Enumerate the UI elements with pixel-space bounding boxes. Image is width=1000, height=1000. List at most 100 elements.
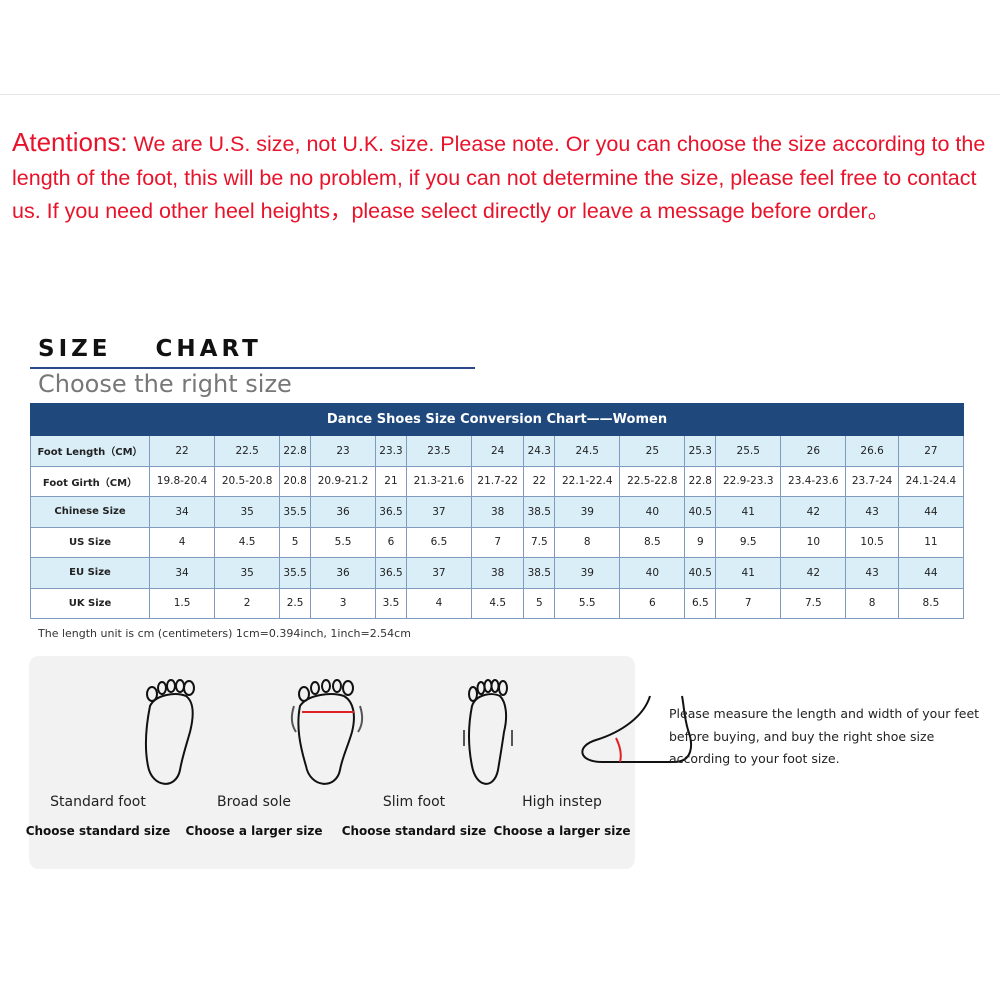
table-cell: 22.5 [214, 435, 281, 467]
table-cell: 6.5 [405, 526, 472, 558]
foot-type-advice: Choose standard size [341, 824, 487, 838]
table-cell: 44 [897, 557, 965, 589]
table-cell: 35 [214, 496, 281, 528]
table-cell: 22.9-23.3 [715, 465, 782, 497]
notice-text: We are U.S. size, not U.K. size. Please … [12, 132, 986, 223]
table-cell: 27 [897, 435, 965, 467]
table-row: EU Size 34 35 35.5 36 36.5 37 38 38.5 39 40 40.5 41 4… [30, 557, 965, 589]
table-cell: 6 [619, 587, 686, 619]
row-label: Chinese Size [30, 496, 150, 528]
table-cell: 26 [780, 435, 847, 467]
table-cell: 43 [845, 557, 899, 589]
table-cell: 4 [405, 587, 472, 619]
slim-foot-icon [463, 679, 513, 785]
table-cell: 25.3 [684, 435, 717, 467]
table-cell: 42 [780, 557, 847, 589]
table-cell: 20.5-20.8 [214, 465, 281, 497]
table-cell: 44 [897, 496, 965, 528]
unit-note: The length unit is cm (centimeters) 1cm=… [38, 627, 411, 640]
table-cell: 5.5 [309, 526, 377, 558]
table-cell: 2 [214, 587, 281, 619]
table-cell: 34 [148, 557, 216, 589]
table-cell: 11 [897, 526, 965, 558]
table-cell: 4.5 [470, 587, 525, 619]
table-cell: 38.5 [523, 557, 556, 589]
table-cell: 24.5 [554, 435, 621, 467]
table-cell: 10.5 [845, 526, 899, 558]
table-cell: 9.5 [715, 526, 782, 558]
table-cell: 23 [309, 435, 377, 467]
row-label: Foot Length（CM） [30, 435, 150, 467]
table-cell: 21.7-22 [470, 465, 525, 497]
table-cell: 23.7-24 [845, 465, 899, 497]
table-cell: 35.5 [279, 496, 311, 528]
table-cell: 19.8-20.4 [148, 465, 216, 497]
table-cell: 41 [715, 496, 782, 528]
row-label: UK Size [30, 587, 150, 619]
table-title: Dance Shoes Size Conversion Chart——Women [30, 403, 964, 436]
table-cell: 20.9-21.2 [309, 465, 377, 497]
table-cell: 9 [684, 526, 717, 558]
table-cell: 22.8 [279, 435, 311, 467]
table-cell: 24.3 [523, 435, 556, 467]
table-cell: 40 [619, 496, 686, 528]
table-cell: 35.5 [279, 557, 311, 589]
table-cell: 5 [279, 526, 311, 558]
title-rule [30, 367, 475, 369]
row-label: US Size [30, 526, 150, 558]
table-cell: 6 [375, 526, 407, 558]
foot-type-name: Standard foot [50, 794, 146, 810]
table-cell: 4 [148, 526, 216, 558]
table-cell: 2.5 [279, 587, 311, 619]
table-cell: 22 [523, 465, 556, 497]
table-cell: 22 [148, 435, 216, 467]
table-cell: 37 [405, 557, 472, 589]
size-chart-subtitle: Choose the right size [38, 370, 292, 398]
table-cell: 3.5 [375, 587, 407, 619]
notice-lead: Atentions: [12, 127, 128, 157]
size-conversion-table: Dance Shoes Size Conversion Chart——Women… [30, 403, 965, 619]
row-label: EU Size [30, 557, 150, 589]
table-cell: 40 [619, 557, 686, 589]
table-cell: 36 [309, 496, 377, 528]
table-cell: 40.5 [684, 557, 717, 589]
table-cell: 39 [554, 496, 621, 528]
table-cell: 36 [309, 557, 377, 589]
table-row: Foot Girth（CM） 19.8-20.4 20.5-20.8 20.8 20.9… [30, 465, 965, 497]
foot-type-name: High instep [522, 794, 602, 810]
table-cell: 38 [470, 557, 525, 589]
table-cell: 23.3 [375, 435, 407, 467]
table-cell: 10 [780, 526, 847, 558]
table-cell: 7 [470, 526, 525, 558]
table-row: Foot Length（CM） 22 22.5 22.8 23 23.3 23.5 24 24.… [30, 435, 965, 467]
table-cell: 22.8 [684, 465, 717, 497]
table-cell: 7.5 [523, 526, 556, 558]
table-cell: 7.5 [780, 587, 847, 619]
table-cell: 43 [845, 496, 899, 528]
table-cell: 35 [214, 557, 281, 589]
row-label: Foot Girth（CM） [30, 465, 150, 497]
table-cell: 25 [619, 435, 686, 467]
table-cell: 26.6 [845, 435, 899, 467]
table-cell: 22.1-22.4 [554, 465, 621, 497]
table-cell: 36.5 [375, 496, 407, 528]
table-cell: 8.5 [897, 587, 965, 619]
table-cell: 21 [375, 465, 407, 497]
table-cell: 23.4-23.6 [780, 465, 847, 497]
table-cell: 23.5 [405, 435, 472, 467]
standard-foot-icon [144, 679, 195, 785]
table-cell: 38.5 [523, 496, 556, 528]
table-cell: 41 [715, 557, 782, 589]
table-cell: 5.5 [554, 587, 621, 619]
table-cell: 37 [405, 496, 472, 528]
table-cell: 4.5 [214, 526, 281, 558]
table-cell: 1.5 [148, 587, 216, 619]
table-row: UK Size 1.5 2 2.5 3 3.5 4 4.5 5 5.5 6 6.5 7 7.5 8 8.5 [30, 587, 965, 619]
table-cell: 42 [780, 496, 847, 528]
table-cell: 6.5 [684, 587, 717, 619]
table-cell: 21.3-21.6 [405, 465, 472, 497]
measure-advice: Please measure the length and width of y… [669, 706, 980, 766]
table-cell: 24 [470, 435, 525, 467]
table-cell: 38 [470, 496, 525, 528]
table-cell: 39 [554, 557, 621, 589]
